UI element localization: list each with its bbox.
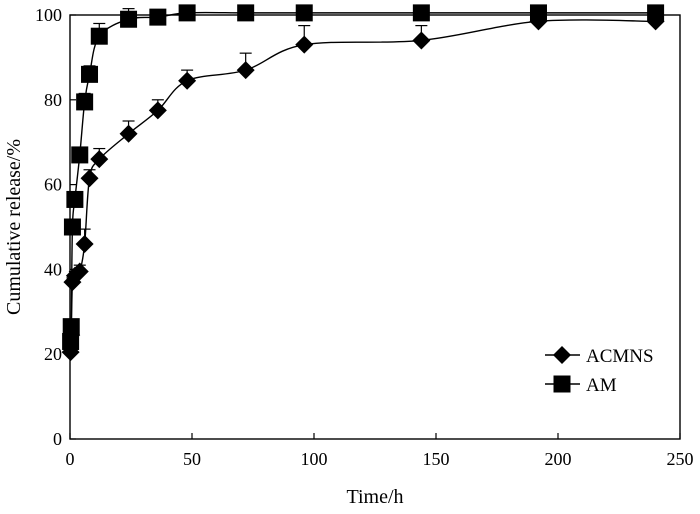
data-point-acmns bbox=[90, 150, 109, 169]
x-tick-label: 150 bbox=[423, 449, 450, 469]
legend-marker-am bbox=[553, 375, 571, 393]
y-tick-label: 40 bbox=[44, 259, 62, 279]
data-point-am bbox=[63, 218, 81, 236]
x-tick-label: 0 bbox=[66, 449, 75, 469]
data-point-acmns bbox=[295, 35, 314, 54]
data-point-am bbox=[529, 4, 547, 22]
series-layer bbox=[61, 4, 665, 362]
data-point-acmns bbox=[80, 169, 99, 188]
y-tick-label: 20 bbox=[44, 344, 62, 364]
data-point-am bbox=[90, 27, 108, 45]
data-point-acmns bbox=[178, 71, 197, 90]
y-tick-label: 80 bbox=[44, 90, 62, 110]
y-tick-label: 60 bbox=[44, 175, 62, 195]
x-tick-label: 200 bbox=[545, 449, 572, 469]
data-point-acmns bbox=[70, 262, 89, 281]
data-point-am bbox=[81, 65, 99, 83]
y-tick-label: 100 bbox=[35, 5, 62, 25]
x-tick-label: 100 bbox=[301, 449, 328, 469]
data-point-acmns bbox=[119, 124, 138, 143]
data-point-am bbox=[178, 4, 196, 22]
legend-marker-acmns bbox=[553, 346, 571, 364]
data-point-am bbox=[295, 4, 313, 22]
data-point-am bbox=[62, 318, 80, 336]
data-point-am bbox=[237, 4, 255, 22]
data-point-am bbox=[62, 332, 80, 350]
legend-label-am: AM bbox=[586, 375, 617, 396]
data-point-acmns bbox=[75, 234, 94, 253]
legend: ACMNS AM bbox=[545, 346, 654, 396]
series-acmns bbox=[61, 12, 665, 362]
data-point-am bbox=[76, 93, 94, 111]
series-am bbox=[62, 4, 665, 350]
x-tick-label: 50 bbox=[183, 449, 201, 469]
data-point-acmns bbox=[412, 31, 431, 50]
x-tick-label: 250 bbox=[667, 449, 694, 469]
data-point-am bbox=[120, 10, 138, 28]
data-point-am bbox=[412, 4, 430, 22]
data-point-am bbox=[66, 190, 84, 208]
y-axis-label: Cumulative release/% bbox=[3, 139, 25, 315]
series-line-acmns bbox=[69, 19, 656, 353]
legend-label-acmns: ACMNS bbox=[586, 346, 654, 367]
data-point-am bbox=[149, 8, 167, 26]
series-line-am bbox=[69, 11, 656, 342]
y-axis-ticks: 0 20 40 60 80 100 bbox=[35, 5, 76, 449]
data-point-acmns bbox=[148, 101, 167, 120]
data-point-acmns bbox=[236, 61, 255, 80]
data-point-am bbox=[71, 146, 89, 164]
y-tick-label: 0 bbox=[53, 429, 62, 449]
data-point-am bbox=[647, 4, 665, 22]
x-axis-label: Time/h bbox=[346, 486, 403, 508]
